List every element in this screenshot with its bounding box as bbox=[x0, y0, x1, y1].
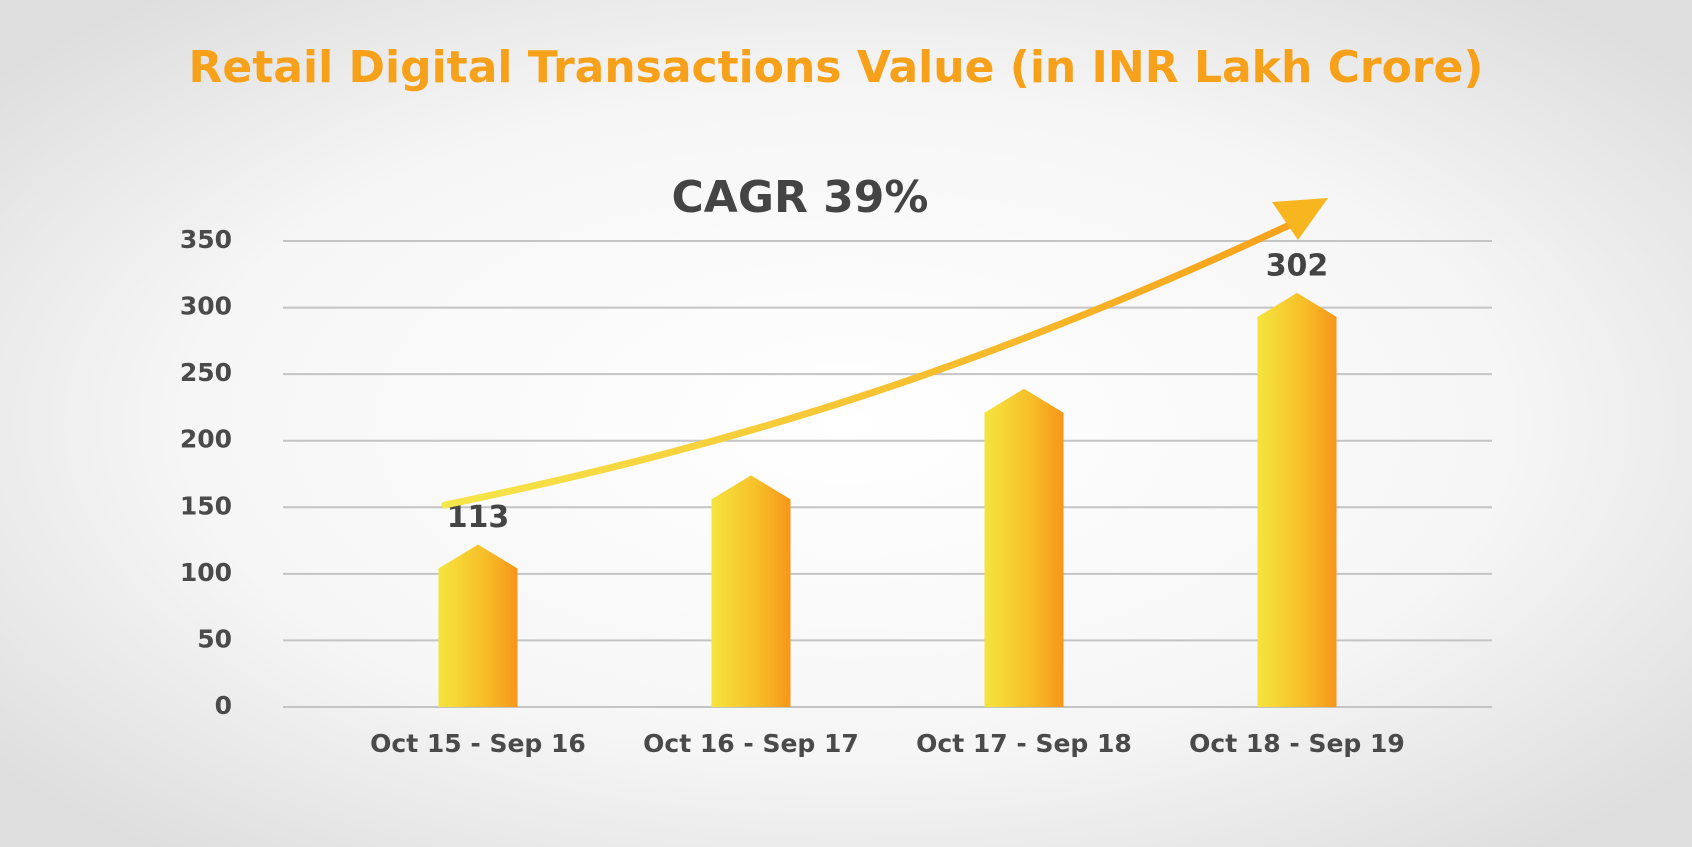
y-tick-label: 50 bbox=[197, 624, 232, 653]
y-tick-label: 0 bbox=[215, 691, 232, 720]
chart-title: Retail Digital Transactions Value (in IN… bbox=[189, 42, 1484, 93]
x-tick-label: Oct 15 - Sep 16 bbox=[370, 729, 586, 758]
trend-arrow bbox=[441, 218, 1300, 509]
bar bbox=[711, 475, 791, 707]
bar bbox=[984, 388, 1064, 707]
bar bbox=[1257, 292, 1337, 707]
annotation: CAGR 39% bbox=[672, 172, 929, 223]
x-tick-label: Oct 18 - Sep 19 bbox=[1189, 729, 1405, 758]
y-tick-label: 350 bbox=[180, 225, 232, 254]
y-tick-label: 250 bbox=[180, 358, 232, 387]
arrow-head bbox=[1272, 198, 1328, 240]
bar bbox=[438, 544, 518, 707]
x-tick-label: Oct 16 - Sep 17 bbox=[643, 729, 859, 758]
y-tick-label: 200 bbox=[180, 425, 232, 454]
y-tick-label: 300 bbox=[180, 292, 232, 321]
y-tick-label: 150 bbox=[180, 491, 232, 520]
x-tick-label: Oct 17 - Sep 18 bbox=[916, 729, 1132, 758]
grid: 0 50 100 150 200 250 300 350 bbox=[180, 225, 1492, 720]
y-tick-label: 100 bbox=[180, 558, 232, 587]
data-label: 302 bbox=[1266, 248, 1329, 283]
